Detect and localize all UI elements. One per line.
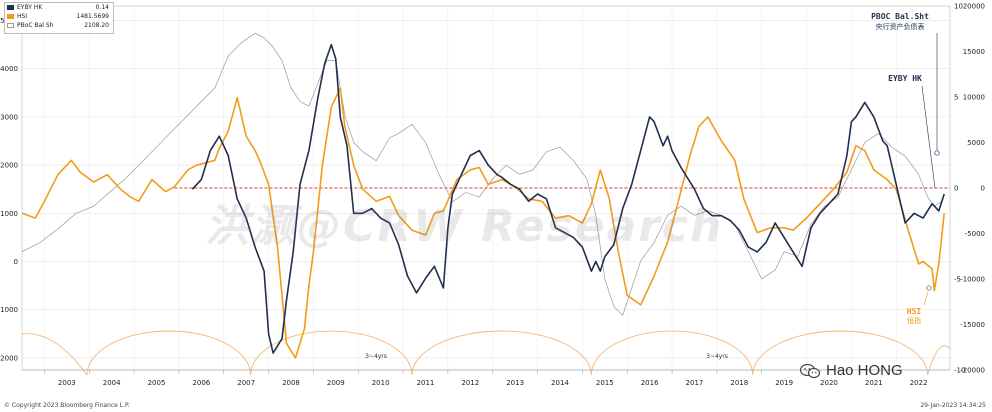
left-axis: -2000-1000010002000300040005000 — [0, 17, 18, 362]
x-tick-label: 2022 — [910, 379, 928, 387]
right-tick-label: -20000 — [960, 367, 985, 375]
annotation-eyby: EYBY HK — [888, 74, 922, 83]
inner-tick-label: -5 — [954, 276, 961, 284]
left-tick-label: 4000 — [0, 65, 18, 73]
legend-name: HSI — [17, 13, 28, 20]
x-tick-label: 2015 — [596, 379, 614, 387]
left-tick-label: 3000 — [0, 113, 18, 121]
inner-tick-label: 0 — [954, 185, 958, 193]
right-tick-label: 15000 — [963, 48, 985, 56]
annotation-hsi-leader — [923, 291, 929, 306]
inner-tick-label: 5 — [954, 94, 958, 102]
x-tick-label: 2018 — [730, 379, 748, 387]
legend-name: EYBY HK — [17, 4, 43, 11]
inner-tick-label: -10 — [954, 367, 965, 375]
brand-name: Hao HONG — [826, 362, 903, 379]
right-axis: -20000 -15000 -10000 -5000 0 5000 10000 15000 20… — [960, 3, 985, 375]
annotation-pboc-cn: 央行资产负债表 — [876, 22, 925, 31]
left-tick-label: -1000 — [0, 306, 18, 314]
x-tick-label: 2010 — [372, 379, 390, 387]
cycle-arc-path — [21, 330, 951, 376]
x-tick-label: 2009 — [327, 379, 345, 387]
brand: Hao HONG — [800, 362, 903, 379]
series-hsi — [21, 87, 945, 359]
right-tick-label: -5000 — [965, 230, 985, 238]
legend-value: 0.14 — [95, 4, 109, 11]
series-pboc-bal-sht — [21, 33, 942, 316]
x-tick-label: 2017 — [686, 379, 704, 387]
x-tick-label: 2020 — [820, 379, 838, 387]
right-tick-label: 0 — [981, 185, 985, 193]
gridlines — [22, 6, 950, 370]
x-tick-label: 2012 — [461, 379, 479, 387]
annotation-hsi-cn: 恒指 — [907, 316, 921, 325]
annotation-cycle-2: 3~4yrs — [706, 353, 728, 360]
right-tick-label: 20000 — [963, 3, 985, 11]
annotation-eyby-leader — [921, 85, 936, 189]
annotation-cycle-1: 3~4yrs — [365, 353, 387, 360]
x-tick-label: 2004 — [103, 379, 121, 387]
x-tick-label: 2016 — [641, 379, 659, 387]
series-lines — [21, 33, 945, 359]
x-tick-label: 2013 — [506, 379, 524, 387]
timestamp: 29-Jan-2023 14:34:25 — [920, 402, 986, 409]
left-tick-label: -2000 — [0, 354, 18, 362]
x-tick-label: 2006 — [192, 379, 210, 387]
legend-name: PBoC Bal Sht — [17, 22, 53, 29]
legend-value: 1481.5699 — [76, 13, 109, 20]
legend-swatch — [7, 5, 14, 10]
legend: EYBY HK 0.14 HSI 1481.5699 PBoC Bal Sht 210… — [4, 2, 114, 34]
x-tick-label: 2011 — [417, 379, 435, 387]
left-tick-label: 2000 — [0, 162, 18, 170]
annotation-hsi: HSI — [907, 307, 922, 316]
cycle-arcs — [21, 330, 951, 376]
legend-item: PBoC Bal Sht 2108.20 — [5, 21, 113, 30]
wechat-icon — [800, 363, 820, 378]
legend-value: 2108.20 — [84, 22, 109, 29]
legend-swatch — [7, 14, 14, 19]
copyright: © Copyright 2023 Bloomberg Finance L.P. — [4, 402, 130, 409]
legend-item: EYBY HK 0.14 — [5, 3, 113, 12]
x-tick-label: 2003 — [58, 379, 76, 387]
x-tick-label: 2014 — [551, 379, 569, 387]
annotation-hsi-marker — [926, 285, 932, 291]
watermark: 洪灏@CRW Research — [205, 201, 724, 252]
x-axis: 2003 2004 2005 2006 2007 2008 2009 2010 2011 2012… — [22, 369, 950, 387]
left-tick-label: 0 — [14, 258, 18, 266]
legend-item: HSI 1481.5699 — [5, 12, 113, 21]
right-tick-label: 5000 — [967, 139, 985, 147]
x-tick-label: 2007 — [237, 379, 255, 387]
right-tick-label: 10000 — [963, 94, 985, 102]
x-tick-label: 2021 — [865, 379, 883, 387]
annotation-pboc: PBOC Bal.Sht — [871, 12, 929, 21]
annotations: PBOC Bal.Sht 央行资产负债表 EYBY HK HSI 恒指 3~4y… — [365, 12, 940, 360]
right-tick-label: -15000 — [960, 321, 985, 329]
left-tick-label: 1000 — [0, 210, 18, 218]
x-tick-label: 2008 — [282, 379, 300, 387]
right-axis-inner: -10 -5 0 5 10 — [954, 3, 965, 375]
series-eyby-hk — [191, 43, 945, 354]
inner-tick-label: 10 — [954, 3, 963, 11]
legend-swatch — [7, 23, 14, 28]
right-tick-label: -10000 — [960, 276, 985, 284]
x-tick-label: 2019 — [775, 379, 793, 387]
x-tick-label: 2005 — [148, 379, 166, 387]
annotation-pboc-marker — [934, 150, 940, 156]
